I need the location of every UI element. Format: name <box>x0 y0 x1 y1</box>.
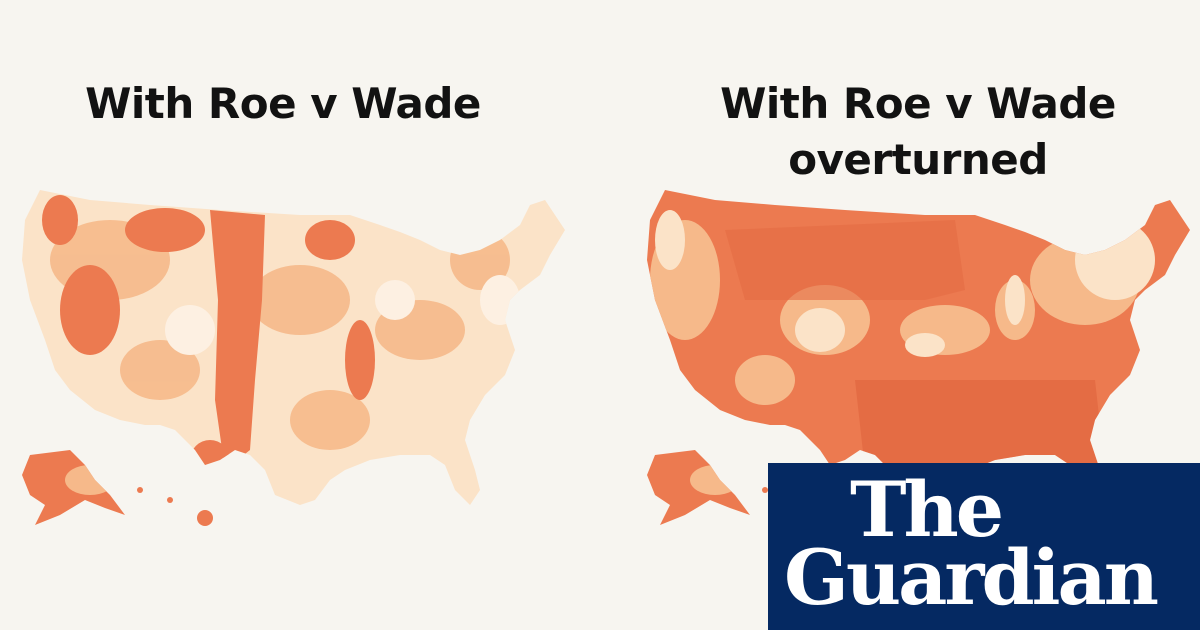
logo-line: The <box>850 465 1004 554</box>
left-map <box>22 190 565 526</box>
left-title: With Roe v Wade <box>85 79 481 128</box>
guardian-logo: The Guardian <box>768 463 1200 630</box>
logo-line: Guardian <box>784 533 1159 622</box>
right-title: With Roe v Wade overturned <box>720 79 1116 184</box>
